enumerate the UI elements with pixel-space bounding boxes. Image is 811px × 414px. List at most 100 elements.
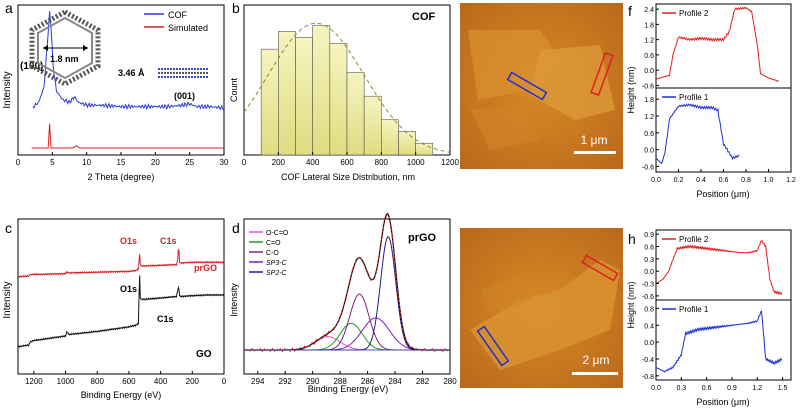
afm-flake-g-2 — [480, 275, 530, 315]
panel-h-xlabel: Position (μm) — [696, 397, 749, 407]
profile-top-ytick-label: 0.0 — [644, 269, 654, 276]
histogram-bar — [398, 131, 416, 156]
panel-f-xlabel: Position (μm) — [696, 189, 749, 199]
profile-bottom-legend-label: Profile 1 — [679, 93, 709, 102]
afm-flake-e-3 — [470, 105, 540, 150]
panel-a-tick-label: 15 — [117, 158, 126, 167]
panel-b-tick-label: 200 — [272, 158, 286, 167]
panel-a-xlabel: 2 Theta (degree) — [88, 172, 155, 182]
profile-top-ytick-label: 1.8 — [644, 22, 654, 29]
xtick-label: 1.0 — [764, 177, 774, 184]
panel-f: f -0.6 0.0 0.6 1.2 1.8 2.4 Profile 2 -0.6 0.0 0.6… — [626, 3, 796, 199]
profile-bottom-ytick-label: 0.4 — [644, 323, 654, 330]
profile-top-curve — [655, 6, 779, 82]
cof-hexagon-structure — [29, 9, 101, 87]
panel-d-title: prGO — [408, 232, 437, 244]
go-c1s-label: C1s — [157, 314, 174, 324]
scale-bar-label-e: 1 μm — [581, 133, 608, 147]
panel-a-tick-label: 5 — [50, 158, 55, 167]
panel-d-tick-label: 280 — [443, 377, 457, 386]
xtick-label: 0.2 — [674, 177, 684, 184]
cof-xrd-curve — [32, 11, 224, 111]
profile-top-ytick-label: 0.0 — [644, 68, 654, 75]
panel-c-tick-label: 0 — [222, 377, 227, 386]
panel-b-tick-label: 1200 — [441, 158, 459, 167]
panel-letter-d: d — [232, 220, 240, 236]
profile-bottom-ytick-label: 0.0 — [644, 340, 654, 347]
go-series-label: GO — [196, 349, 212, 360]
panel-d-plot — [243, 211, 450, 353]
panel-d-tick-label: 284 — [388, 377, 402, 386]
profile-bottom-ytick-label: -0.8 — [642, 374, 654, 381]
panel-letter-f: f — [628, 3, 632, 19]
profile-bottom-curve — [655, 103, 740, 165]
scale-bar-label-g: 2 μm — [583, 353, 610, 367]
panel-c-plot — [17, 249, 225, 348]
panel-letter-b: b — [232, 0, 240, 16]
scale-bar-e — [574, 151, 616, 154]
profile-top-ytick-label: 0.9 — [644, 232, 654, 239]
simulated-xrd-curve — [31, 123, 224, 149]
profile-top-ytick-label: 2.4 — [644, 7, 654, 14]
panel-b-title: COF — [412, 11, 436, 23]
histogram-bar — [278, 31, 296, 156]
panel-h-ylabel: Height (nm) — [626, 281, 636, 328]
xtick-label: 0.0 — [651, 385, 661, 392]
xtick-label: 0.0 — [651, 177, 661, 184]
panel-letter-a: a — [5, 0, 13, 16]
panel-b-xlabel: COF Lateral Size Distribution, nm — [281, 172, 415, 182]
panel-a: a 0 5 10 15 20 25 30 2 Theta (degree) Intensit… — [2, 0, 229, 182]
panel-d-xticks: 294 292 290 288 286 284 282 280 — [251, 371, 457, 386]
component-sp3-c-curve — [244, 317, 450, 351]
panel-c-tick-label: 600 — [122, 377, 136, 386]
panel-d-tick-label: 286 — [361, 377, 375, 386]
profile-box-blue-g — [476, 325, 510, 367]
panel-a-tick-label: 25 — [185, 158, 194, 167]
panel-c-tick-label: 1000 — [57, 377, 75, 386]
panel-b-tick-label: 0 — [242, 158, 247, 167]
panel-b-xticks: 0 200 400 600 800 1000 1200 — [242, 152, 459, 167]
panel-c-xticks: 1200 1000 800 600 400 200 0 — [25, 371, 227, 386]
xtick-label: 0.6 — [719, 177, 729, 184]
legend-label: C-O — [266, 250, 279, 257]
panel-d-tick-label: 294 — [251, 377, 265, 386]
panel-d-ylabel: Intensity — [229, 283, 239, 317]
xtick-label: 1.2 — [786, 177, 796, 184]
profile-top-curve — [655, 240, 783, 296]
panel-c-frame — [17, 218, 225, 375]
histogram-bar — [346, 72, 365, 156]
profile-top-legend-label: Profile 2 — [679, 235, 709, 244]
layer-stack-illustration — [158, 68, 208, 78]
panel-a-plot — [31, 11, 224, 149]
pore-size-label: 1.8 nm — [50, 54, 79, 64]
panel-a-xticks: 0 5 10 15 20 25 30 — [16, 152, 229, 167]
prgo-series-label: prGO — [194, 263, 217, 273]
panel-h: h -0.6 -0.3 0.0 0.3 0.6 0.9 Profile 2 -0.8 -0.4 0… — [626, 229, 792, 407]
peak-001-label: (001) — [174, 91, 195, 101]
histogram-bar — [260, 48, 279, 156]
profile-bottom-ytick-label: 1.8 — [644, 97, 654, 104]
go-o1s-label: O1s — [120, 284, 137, 294]
panel-b-ylabel: Count — [229, 78, 239, 103]
legend-simulated-label: Simulated — [168, 23, 208, 33]
panel-d: d 294 292 290 288 286 284 282 280 O-C=O C=O C-O SP… — [229, 211, 457, 394]
profile-top-ytick-label: -0.3 — [642, 282, 654, 289]
panel-letter-c: c — [5, 220, 12, 236]
xtick-label: 1.5 — [778, 385, 788, 392]
panel-c-tick-label: 200 — [186, 377, 200, 386]
panel-a-tick-label: 20 — [151, 158, 160, 167]
panel-b-tick-label: 1000 — [407, 158, 425, 167]
panel-c-tick-label: 1200 — [25, 377, 43, 386]
panel-b-tick-label: 400 — [306, 158, 320, 167]
panel-a-tick-label: 10 — [82, 158, 91, 167]
profile-bottom-ytick-label: 0.6 — [644, 131, 654, 138]
panel-b: b 0 200 400 600 800 1000 1200 COF COF Lateral … — [229, 0, 459, 182]
panel-d-tick-label: 282 — [416, 377, 430, 386]
profile-bottom-ytick-label: 0.8 — [644, 306, 654, 313]
panel-a-ylabel: Intensity — [2, 71, 13, 108]
profile-top-ytick-label: -0.6 — [642, 83, 654, 90]
xtick-label: 0.3 — [676, 385, 686, 392]
profile-bottom-ytick-label: 0.0 — [644, 148, 654, 155]
profile-top-ytick-label: 0.6 — [644, 53, 654, 60]
